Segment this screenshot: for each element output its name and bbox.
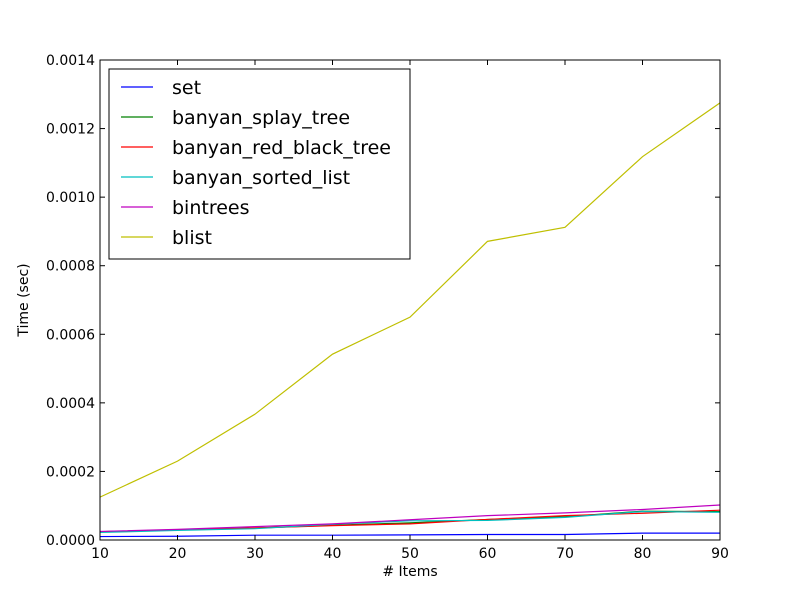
y-tick-label: 0.0000: [46, 533, 95, 549]
series-line-banyan-sorted-list: [99, 510, 721, 534]
x-tick-label: 40: [324, 546, 342, 562]
x-tick-label: 60: [479, 546, 497, 562]
x-axis-label: # Items: [382, 564, 437, 580]
y-tick-label: 0.0002: [46, 464, 95, 480]
x-tick-label: 30: [246, 546, 264, 562]
series-line-set: [99, 532, 720, 538]
legend-label: banyan_sorted_list: [172, 167, 350, 189]
legend-label: blist: [172, 227, 212, 249]
legend-label: set: [172, 77, 201, 99]
x-tick-label: 20: [169, 546, 187, 562]
x-tick-label: 90: [711, 546, 729, 562]
y-tick-label: 0.0012: [46, 122, 95, 138]
series-line-bintrees: [99, 504, 721, 533]
x-tick-label: 10: [91, 546, 109, 562]
x-tick-label: 50: [401, 546, 419, 562]
y-tick-label: 0.0004: [46, 396, 95, 412]
y-tick-label: 0.0008: [46, 259, 95, 275]
series-line-blist: [99, 102, 721, 498]
y-tick-label: 0.0010: [46, 190, 95, 206]
y-tick-label: 0.0006: [46, 327, 95, 343]
legend-box: [108, 68, 411, 260]
y-axis-label: Time (sec): [16, 263, 32, 337]
x-tick-label: 80: [634, 546, 652, 562]
legend: set banyan_splay_tree banyan_red_black_tre…: [108, 68, 411, 260]
legend-label: banyan_red_black_tree: [172, 137, 391, 159]
x-tick-label: 70: [556, 546, 574, 562]
series-layer: [99, 102, 721, 538]
legend-label: bintrees: [172, 197, 250, 219]
ticks-layer: 10 20 30 40 50 60 70 80 90 0.0000 0.0002 0.0004 0.00…: [46, 53, 729, 562]
legend-label: banyan_splay_tree: [172, 107, 350, 129]
y-tick-label: 0.0014: [46, 53, 95, 69]
